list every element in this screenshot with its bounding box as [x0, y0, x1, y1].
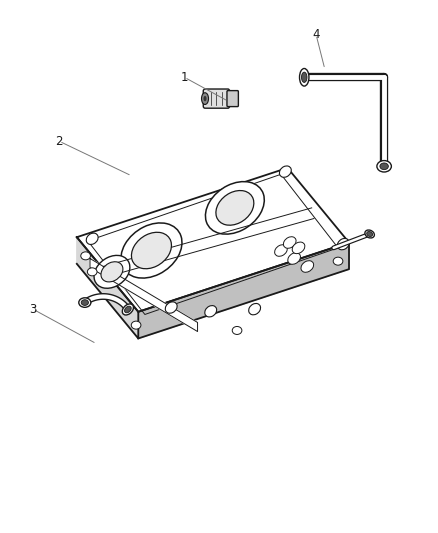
FancyBboxPatch shape [226, 91, 238, 107]
Ellipse shape [94, 255, 130, 288]
Text: 2: 2 [55, 135, 63, 148]
Ellipse shape [120, 223, 182, 278]
Ellipse shape [336, 238, 349, 250]
Text: 1: 1 [180, 71, 188, 84]
Ellipse shape [299, 68, 308, 86]
Ellipse shape [203, 96, 206, 101]
Ellipse shape [376, 160, 391, 172]
Ellipse shape [215, 190, 253, 225]
Polygon shape [77, 168, 348, 312]
Ellipse shape [379, 163, 388, 169]
Ellipse shape [301, 72, 306, 83]
Ellipse shape [287, 253, 300, 264]
Ellipse shape [78, 298, 91, 308]
Polygon shape [77, 237, 138, 338]
Ellipse shape [205, 182, 264, 234]
Ellipse shape [364, 230, 374, 238]
Ellipse shape [87, 268, 97, 276]
Ellipse shape [292, 242, 304, 254]
Ellipse shape [122, 304, 133, 315]
FancyBboxPatch shape [203, 89, 229, 108]
Ellipse shape [81, 300, 88, 305]
Ellipse shape [332, 257, 342, 265]
Ellipse shape [279, 166, 291, 177]
Ellipse shape [283, 237, 295, 248]
Ellipse shape [124, 306, 131, 313]
Text: 3: 3 [29, 303, 36, 316]
Ellipse shape [274, 245, 286, 256]
Polygon shape [90, 259, 197, 332]
Ellipse shape [131, 321, 141, 329]
Ellipse shape [204, 305, 216, 317]
Ellipse shape [86, 233, 98, 245]
Ellipse shape [232, 326, 241, 335]
Text: 4: 4 [311, 28, 319, 41]
Ellipse shape [300, 261, 313, 272]
Ellipse shape [131, 232, 171, 269]
Ellipse shape [81, 252, 90, 260]
Ellipse shape [366, 231, 372, 237]
Polygon shape [138, 243, 348, 338]
Ellipse shape [248, 303, 260, 315]
Ellipse shape [101, 262, 123, 282]
Ellipse shape [201, 93, 208, 104]
Ellipse shape [165, 302, 177, 313]
